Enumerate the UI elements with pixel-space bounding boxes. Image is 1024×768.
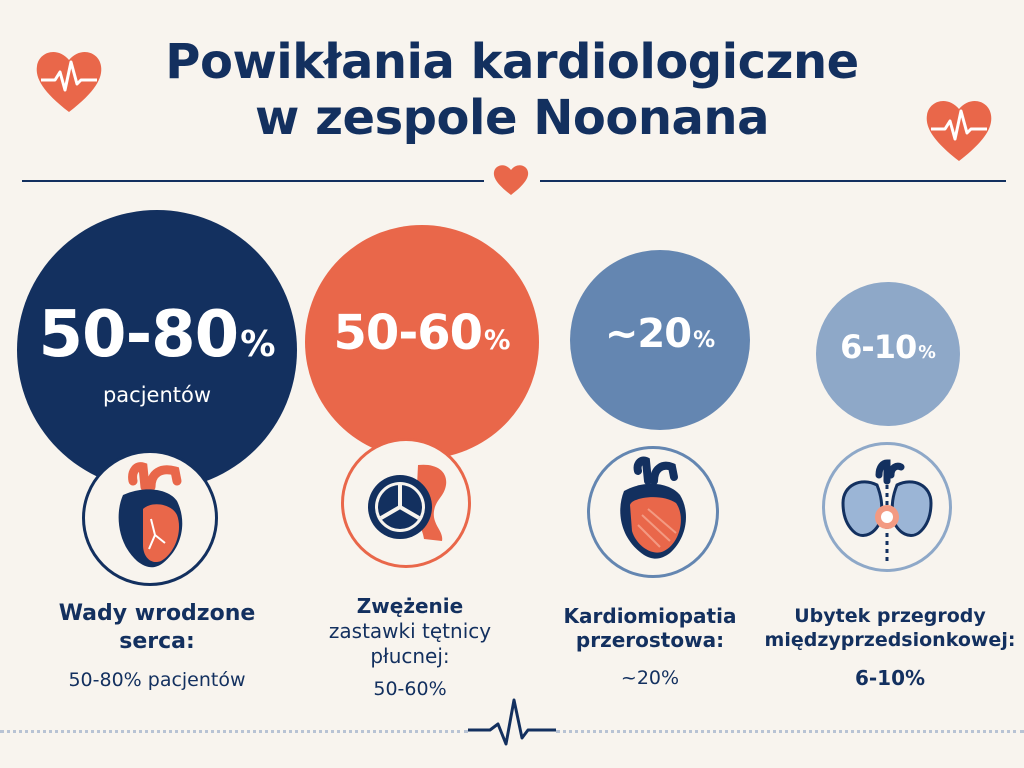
stat-unit: % bbox=[484, 325, 511, 356]
stat-circle: 50-80% pacjentów bbox=[17, 210, 297, 490]
ecg-line-icon bbox=[468, 698, 556, 746]
heart-pulse-icon bbox=[926, 101, 992, 161]
stat-label-line: Wady wrodzone bbox=[58, 601, 256, 626]
hypertrophic-heart-icon bbox=[620, 456, 686, 559]
heart-icon bbox=[493, 165, 529, 195]
stat-unit: % bbox=[240, 324, 276, 365]
stat-label-line: przerostowa: bbox=[575, 628, 725, 652]
stat-label: Wady wrodzone serca: 50-80% pacjentów bbox=[17, 600, 297, 694]
stat-label-line: Zwężenie bbox=[356, 594, 464, 618]
icon-badge bbox=[82, 450, 218, 586]
stat-circle: ~20% bbox=[570, 250, 750, 430]
divider-right bbox=[540, 180, 1006, 182]
stat-label-line: Kardiomiopatia bbox=[563, 604, 737, 628]
stat-label-value: 6-10% bbox=[854, 666, 926, 690]
septal-defect-heart-icon bbox=[841, 459, 933, 561]
heart-pulse-icon bbox=[36, 52, 102, 112]
stat-circle: 50-60% bbox=[305, 225, 539, 459]
stat-label-value: 50-80% pacjentów bbox=[68, 669, 246, 691]
stat-label-line: serca: bbox=[119, 629, 195, 654]
stat-label: Zwężenie zastawki tętnicy płucnej: 50-60… bbox=[300, 594, 520, 702]
icon-badge bbox=[822, 442, 952, 572]
stat-value: 6-10 bbox=[840, 328, 917, 366]
stat-label-line: zastawki tętnicy bbox=[328, 619, 492, 643]
stat-label: Ubytek przegrody międzyprzedsionkowej: 6… bbox=[760, 604, 1020, 690]
stat-value: ~20 bbox=[604, 311, 692, 357]
stat-label-line: płucnej: bbox=[370, 644, 450, 668]
title-line-2: w zespole Noonana bbox=[255, 90, 769, 146]
stat-label-line: Ubytek przegrody bbox=[794, 605, 986, 627]
stat-subtitle: pacjentów bbox=[102, 383, 212, 407]
divider-left bbox=[22, 180, 484, 182]
pulmonary-valve-icon bbox=[368, 464, 447, 541]
stat-unit: % bbox=[693, 328, 716, 353]
title-line-1: Powikłania kardiologiczne bbox=[165, 34, 859, 90]
stat-value: 50-80 bbox=[38, 298, 240, 372]
icon-badge bbox=[587, 446, 719, 578]
footer-dots-left bbox=[0, 730, 468, 733]
icon-badge bbox=[341, 438, 471, 568]
stat-label-value: ~20% bbox=[620, 667, 680, 689]
stat-label-value: 50-60% bbox=[373, 678, 447, 700]
heart-anatomy-icon bbox=[118, 462, 183, 568]
stat-circle: 6-10% bbox=[816, 282, 960, 426]
page-title: Powikłania kardiologiczne w zespole Noon… bbox=[0, 34, 1024, 146]
stat-label: Kardiomiopatia przerostowa: ~20% bbox=[540, 604, 760, 690]
stat-unit: % bbox=[918, 343, 936, 363]
stat-value: 50-60 bbox=[333, 305, 484, 361]
footer-dots-right bbox=[556, 730, 1024, 733]
stat-label-line: międzyprzedsionkowej: bbox=[764, 629, 1016, 651]
